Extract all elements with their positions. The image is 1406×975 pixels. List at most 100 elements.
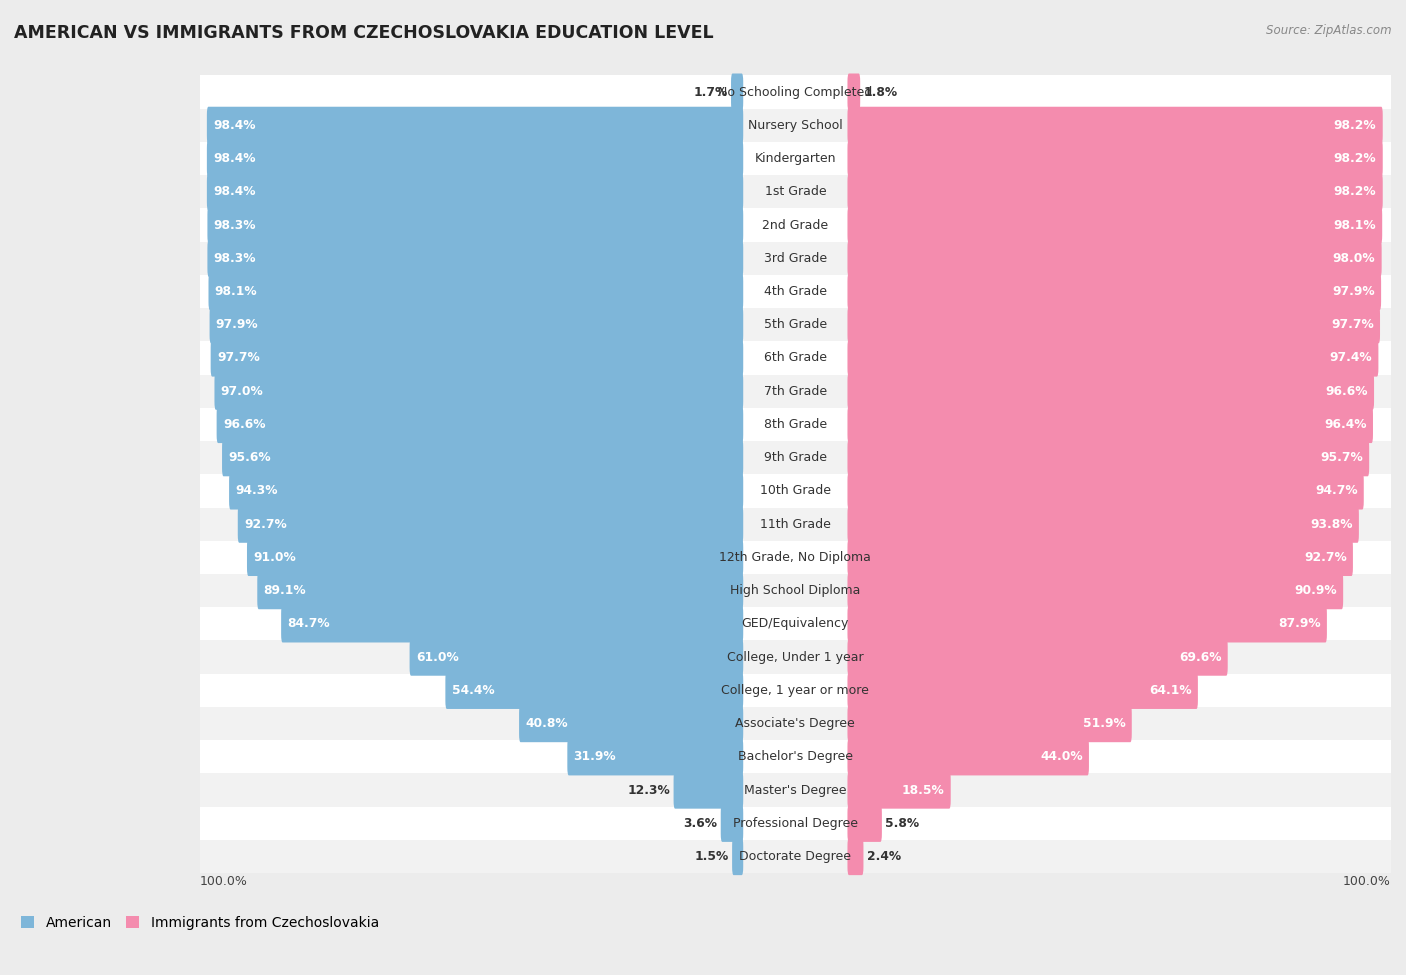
Text: No Schooling Completed: No Schooling Completed — [718, 86, 873, 98]
FancyBboxPatch shape — [215, 372, 744, 409]
FancyBboxPatch shape — [211, 339, 744, 376]
FancyBboxPatch shape — [207, 140, 744, 177]
FancyBboxPatch shape — [568, 738, 744, 775]
FancyBboxPatch shape — [200, 508, 1391, 541]
FancyBboxPatch shape — [200, 441, 1391, 474]
Text: 9th Grade: 9th Grade — [763, 451, 827, 464]
Text: 12th Grade, No Diploma: 12th Grade, No Diploma — [720, 551, 872, 564]
Text: 98.2%: 98.2% — [1334, 119, 1376, 132]
Text: 97.7%: 97.7% — [1331, 318, 1374, 332]
FancyBboxPatch shape — [208, 240, 744, 277]
FancyBboxPatch shape — [848, 672, 1198, 709]
Text: 95.6%: 95.6% — [228, 451, 271, 464]
FancyBboxPatch shape — [446, 672, 744, 709]
Text: 92.7%: 92.7% — [1303, 551, 1347, 564]
Legend: American, Immigrants from Czechoslovakia: American, Immigrants from Czechoslovakia — [15, 911, 384, 936]
Text: Associate's Degree: Associate's Degree — [735, 717, 855, 730]
FancyBboxPatch shape — [238, 506, 744, 543]
FancyBboxPatch shape — [257, 572, 744, 609]
Text: 97.9%: 97.9% — [217, 318, 259, 332]
Text: 3rd Grade: 3rd Grade — [763, 252, 827, 265]
FancyBboxPatch shape — [721, 804, 744, 841]
FancyBboxPatch shape — [200, 773, 1391, 806]
FancyBboxPatch shape — [731, 73, 744, 111]
Text: 51.9%: 51.9% — [1083, 717, 1126, 730]
FancyBboxPatch shape — [733, 838, 744, 876]
Text: 96.6%: 96.6% — [224, 418, 266, 431]
FancyBboxPatch shape — [200, 374, 1391, 408]
Text: 90.9%: 90.9% — [1295, 584, 1337, 597]
FancyBboxPatch shape — [200, 408, 1391, 441]
Text: 87.9%: 87.9% — [1278, 617, 1320, 631]
Text: 1.5%: 1.5% — [695, 850, 728, 863]
Text: 97.0%: 97.0% — [221, 385, 263, 398]
FancyBboxPatch shape — [200, 142, 1391, 176]
Text: 97.9%: 97.9% — [1333, 285, 1375, 298]
FancyBboxPatch shape — [848, 339, 1378, 376]
FancyBboxPatch shape — [848, 273, 1381, 310]
FancyBboxPatch shape — [281, 605, 744, 643]
Text: 18.5%: 18.5% — [901, 784, 945, 797]
FancyBboxPatch shape — [848, 472, 1364, 510]
Text: 5.8%: 5.8% — [886, 817, 920, 830]
FancyBboxPatch shape — [848, 406, 1374, 443]
Text: Bachelor's Degree: Bachelor's Degree — [738, 751, 853, 763]
Text: 94.3%: 94.3% — [235, 485, 278, 497]
Text: Kindergarten: Kindergarten — [755, 152, 837, 165]
Text: 61.0%: 61.0% — [416, 650, 458, 664]
FancyBboxPatch shape — [200, 308, 1391, 341]
FancyBboxPatch shape — [848, 106, 1382, 144]
Text: College, 1 year or more: College, 1 year or more — [721, 683, 869, 697]
FancyBboxPatch shape — [848, 705, 1132, 742]
FancyBboxPatch shape — [200, 341, 1391, 374]
Text: 100.0%: 100.0% — [200, 875, 247, 888]
FancyBboxPatch shape — [200, 275, 1391, 308]
Text: Doctorate Degree: Doctorate Degree — [740, 850, 852, 863]
Text: 98.1%: 98.1% — [215, 285, 257, 298]
Text: 96.4%: 96.4% — [1324, 418, 1367, 431]
Text: 5th Grade: 5th Grade — [763, 318, 827, 332]
FancyBboxPatch shape — [848, 207, 1382, 244]
FancyBboxPatch shape — [848, 804, 882, 841]
Text: 3.6%: 3.6% — [683, 817, 717, 830]
Text: 98.3%: 98.3% — [214, 218, 256, 231]
FancyBboxPatch shape — [200, 474, 1391, 508]
FancyBboxPatch shape — [848, 306, 1381, 343]
FancyBboxPatch shape — [848, 73, 860, 111]
Text: 12.3%: 12.3% — [627, 784, 671, 797]
Text: College, Under 1 year: College, Under 1 year — [727, 650, 863, 664]
FancyBboxPatch shape — [848, 771, 950, 808]
Text: 7th Grade: 7th Grade — [763, 385, 827, 398]
Text: 1.7%: 1.7% — [693, 86, 728, 98]
FancyBboxPatch shape — [848, 140, 1382, 177]
FancyBboxPatch shape — [200, 707, 1391, 740]
Text: 98.4%: 98.4% — [214, 185, 256, 198]
FancyBboxPatch shape — [200, 641, 1391, 674]
Text: 54.4%: 54.4% — [451, 683, 495, 697]
FancyBboxPatch shape — [848, 605, 1327, 643]
Text: GED/Equivalency: GED/Equivalency — [741, 617, 849, 631]
FancyBboxPatch shape — [209, 306, 744, 343]
FancyBboxPatch shape — [207, 174, 744, 211]
FancyBboxPatch shape — [200, 242, 1391, 275]
Text: 2.4%: 2.4% — [866, 850, 901, 863]
FancyBboxPatch shape — [200, 541, 1391, 574]
FancyBboxPatch shape — [200, 806, 1391, 839]
Text: 84.7%: 84.7% — [287, 617, 330, 631]
FancyBboxPatch shape — [217, 406, 744, 443]
FancyBboxPatch shape — [848, 738, 1088, 775]
Text: 31.9%: 31.9% — [574, 751, 616, 763]
Text: 94.7%: 94.7% — [1315, 485, 1358, 497]
Text: 100.0%: 100.0% — [1343, 875, 1391, 888]
Text: 44.0%: 44.0% — [1040, 751, 1083, 763]
FancyBboxPatch shape — [673, 771, 744, 808]
FancyBboxPatch shape — [200, 109, 1391, 142]
FancyBboxPatch shape — [208, 273, 744, 310]
Text: 40.8%: 40.8% — [526, 717, 568, 730]
FancyBboxPatch shape — [848, 439, 1369, 477]
FancyBboxPatch shape — [200, 674, 1391, 707]
Text: 98.1%: 98.1% — [1333, 218, 1376, 231]
Text: Nursery School: Nursery School — [748, 119, 842, 132]
Text: 1st Grade: 1st Grade — [765, 185, 827, 198]
FancyBboxPatch shape — [229, 472, 744, 510]
